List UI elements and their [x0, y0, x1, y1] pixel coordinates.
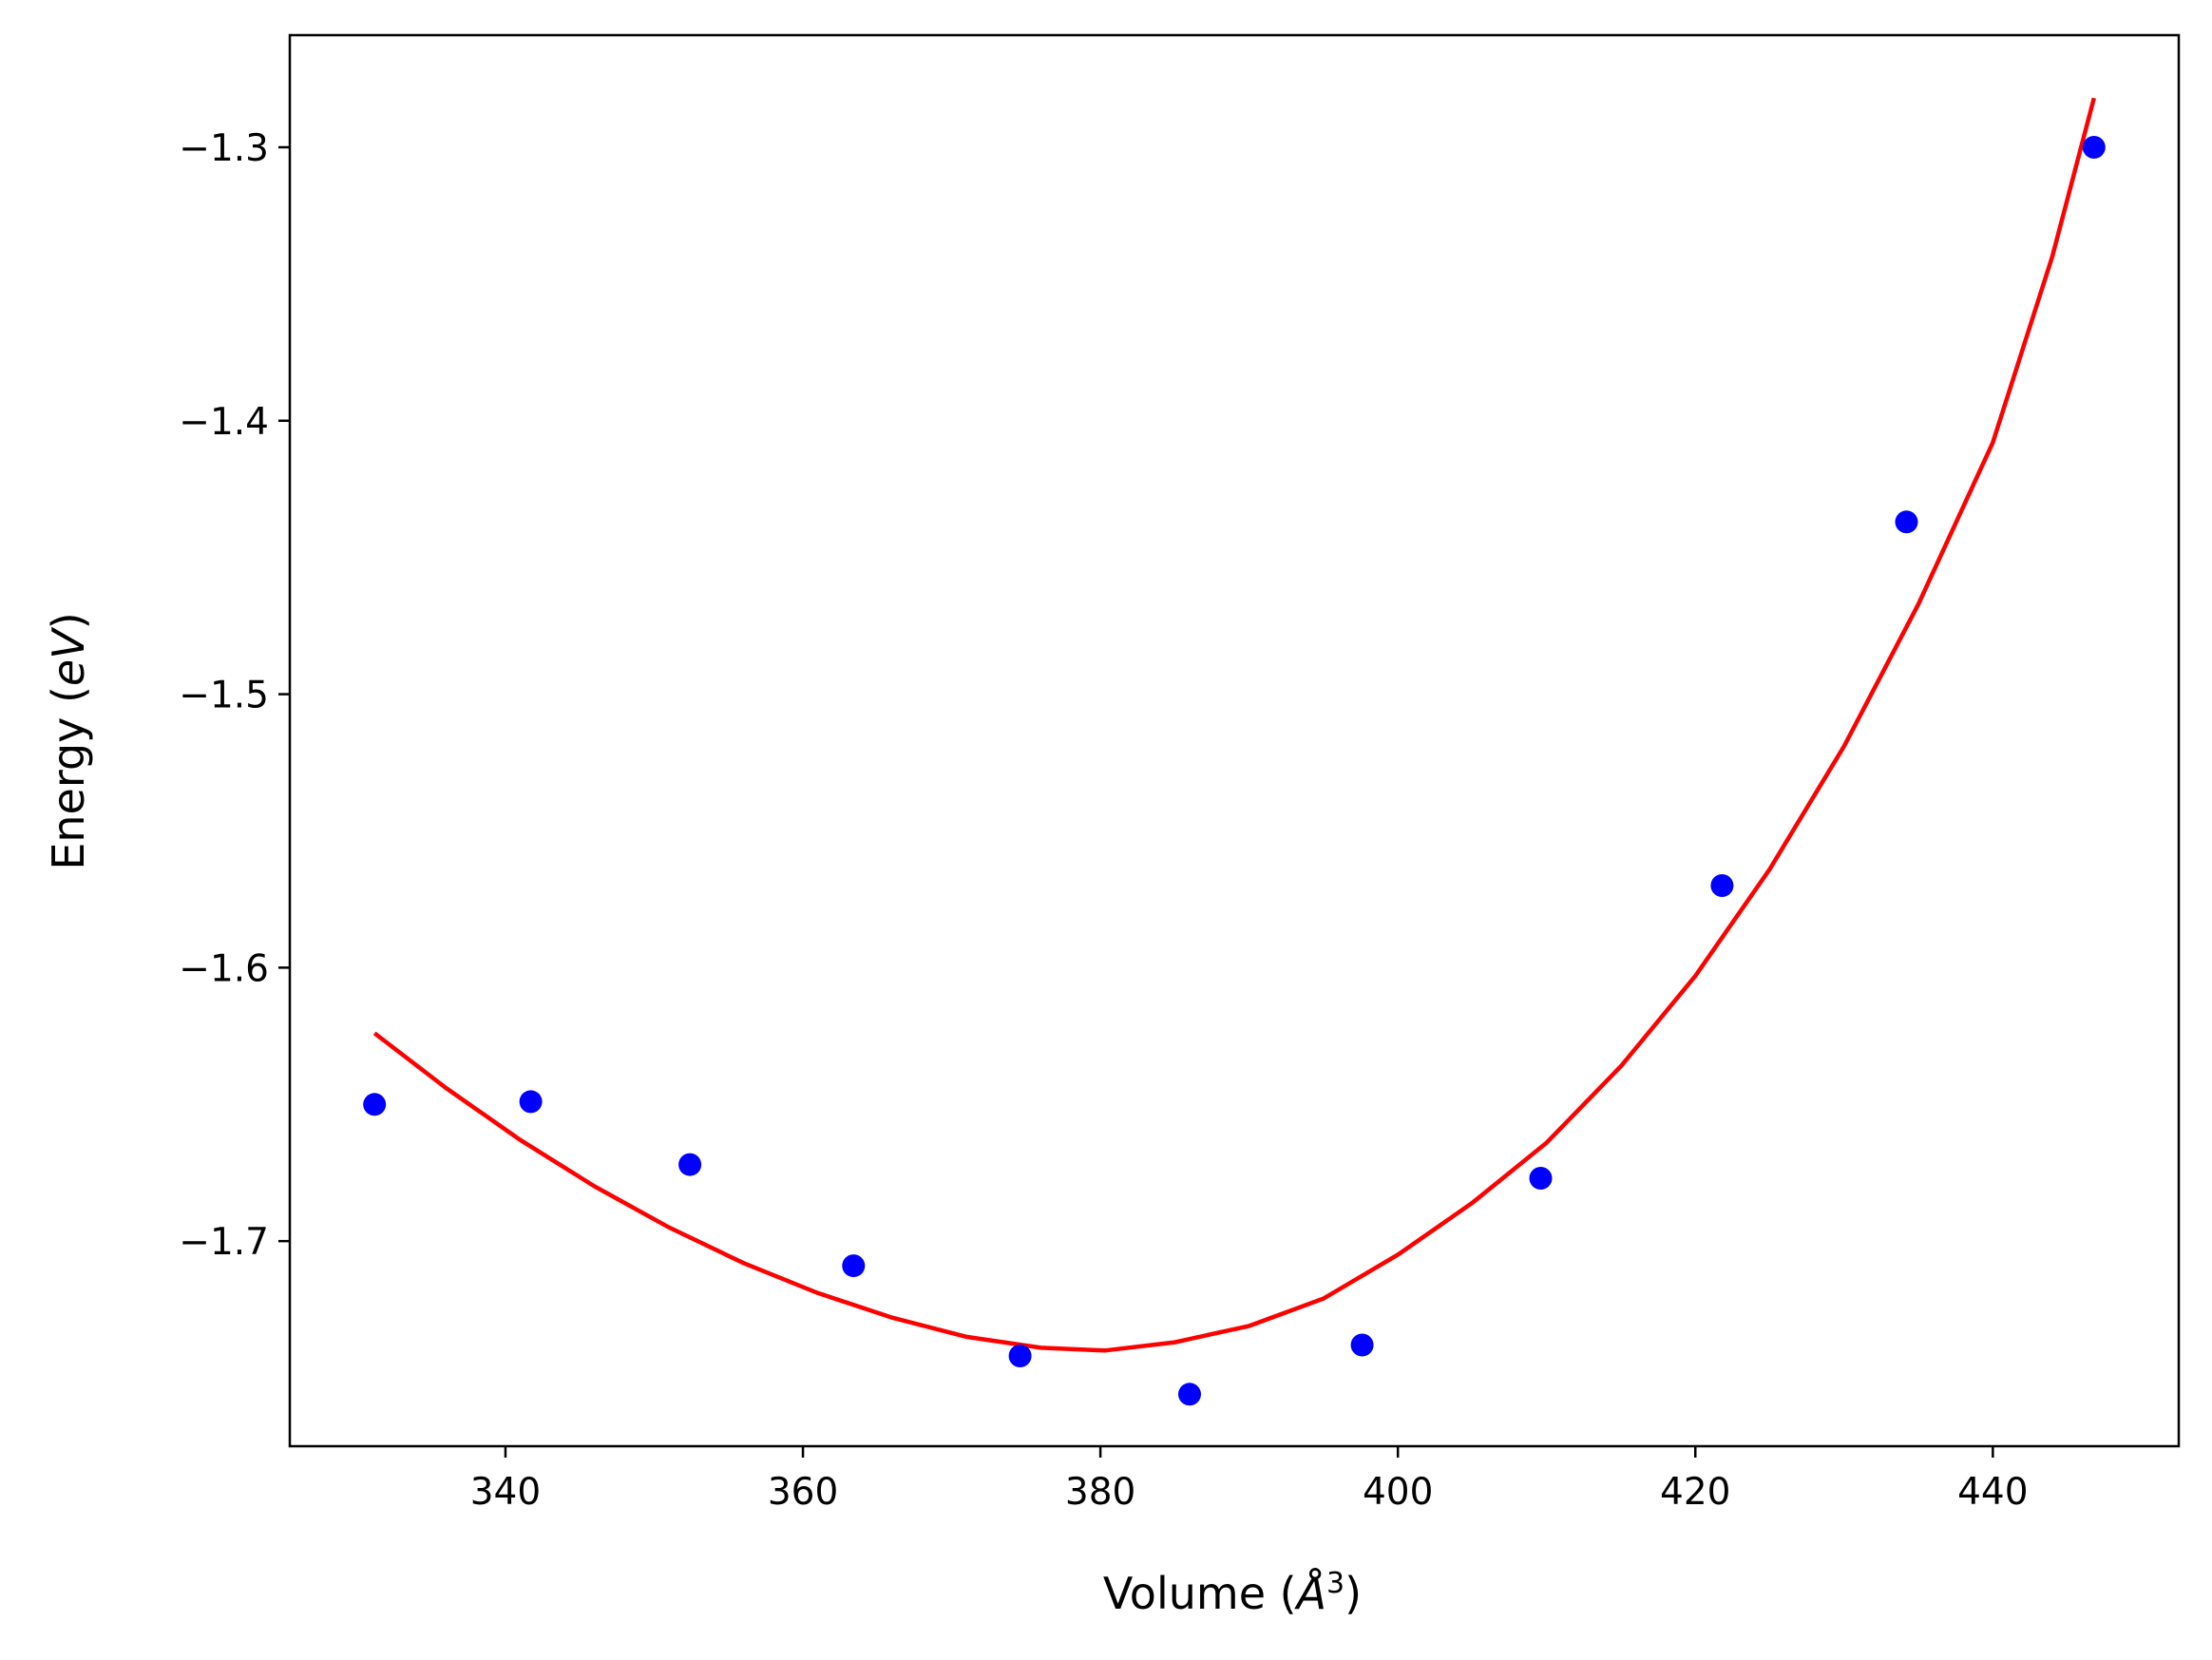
- x-tick-label-440: 440: [1957, 1471, 2028, 1514]
- y-tick-label-3: −1.5: [179, 675, 269, 717]
- x-axis-ticks: 340 360 380 400 420 440: [470, 1446, 2029, 1514]
- y-tick-label-5: −1.7: [179, 1221, 269, 1264]
- x-tick-label-400: 400: [1363, 1471, 1433, 1514]
- data-point-7: [1350, 1333, 1374, 1357]
- x-tick-label-420: 420: [1660, 1471, 1730, 1514]
- y-tick-label-2: −1.4: [179, 401, 269, 444]
- x-axis-label-exponent: 3: [1326, 1567, 1344, 1600]
- y-axis-label-close: ): [43, 612, 94, 629]
- data-point-1: [363, 1093, 387, 1116]
- x-axis-label-close: ): [1344, 1568, 1362, 1619]
- x-tick-label-380: 380: [1065, 1471, 1135, 1514]
- data-point-8: [1529, 1167, 1553, 1190]
- fit-curve-line: [372, 97, 2096, 1353]
- data-point-5: [1008, 1345, 1032, 1367]
- data-point-10: [1895, 510, 1918, 534]
- y-tick-label-1: −1.3: [179, 127, 269, 170]
- data-point-4: [842, 1254, 866, 1278]
- y-axis-ticks: −1.3 −1.4 −1.5 −1.6 −1.7: [179, 127, 290, 1264]
- x-axis-label-symbol: Å: [1294, 1568, 1326, 1619]
- axes-frame: [288, 33, 2181, 1448]
- y-tick-label-4: −1.6: [179, 947, 269, 990]
- data-point-2: [519, 1090, 543, 1114]
- x-axis-label: Volume (Å3): [1103, 1567, 1362, 1620]
- x-axis-label-text: Volume (: [1103, 1568, 1297, 1619]
- data-point-3: [678, 1153, 702, 1176]
- plot-area: [363, 97, 2106, 1406]
- y-axis-label-symbol: eV: [43, 626, 94, 686]
- y-axis-label-text: Energy (: [43, 686, 94, 870]
- x-tick-label-340: 340: [470, 1471, 541, 1514]
- y-axis-label: Energy (eV): [43, 612, 94, 869]
- x-tick-label-360: 360: [768, 1471, 838, 1514]
- data-point-6: [1178, 1383, 1201, 1406]
- data-point-9: [1710, 874, 1734, 897]
- data-point-11: [2082, 136, 2106, 159]
